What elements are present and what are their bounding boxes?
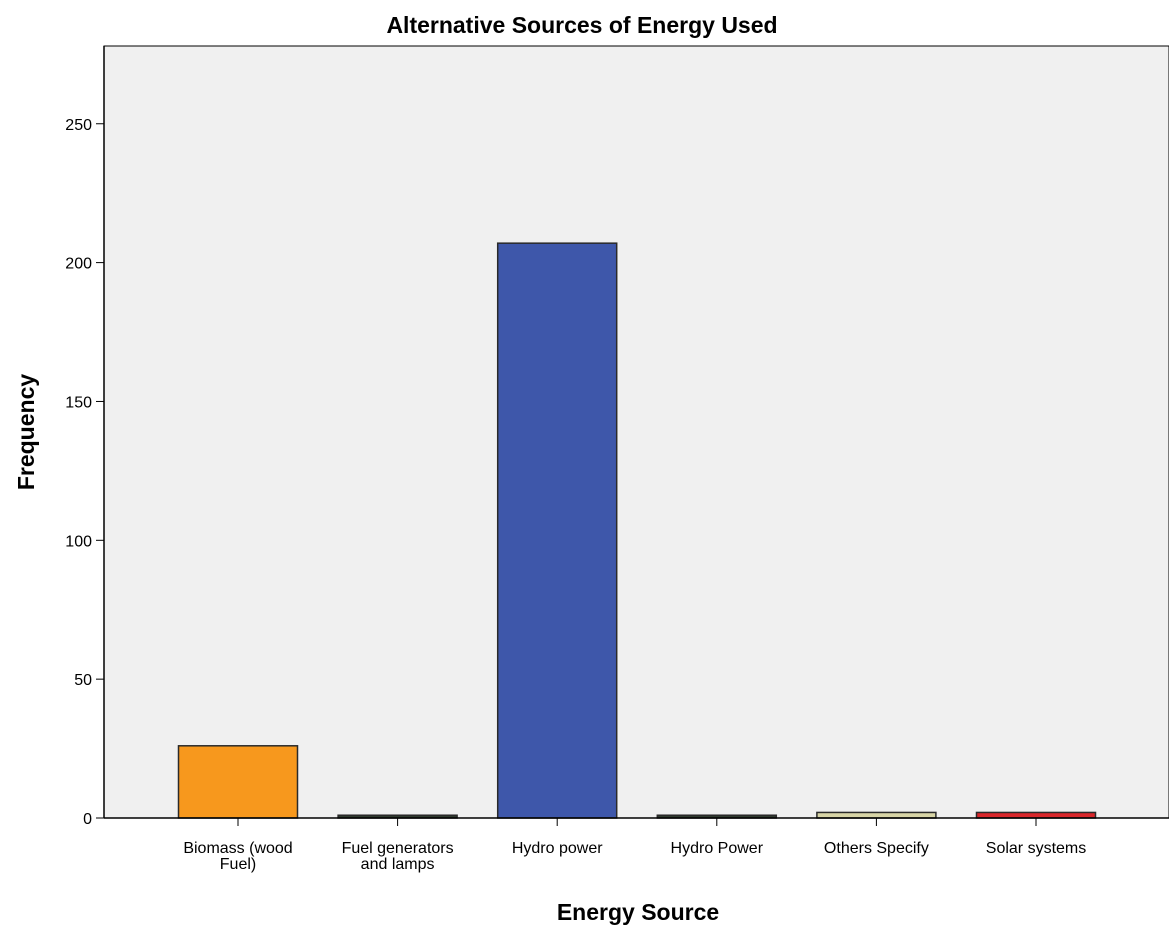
chart-title: Alternative Sources of Energy Used [386, 12, 777, 38]
y-axis-title: Frequency [13, 374, 39, 491]
y-tick-label: 100 [65, 533, 92, 550]
x-tick-label: Hydro Power [671, 840, 764, 857]
x-tick-labels: Biomass (wood Fuel) Fuel generators and lam… [183, 818, 1086, 873]
x-tick-label: Hydro power [512, 840, 603, 857]
x-tick-label-line: Hydro power [512, 840, 603, 857]
x-tick-label-line: Solar systems [986, 840, 1086, 857]
x-tick-label-line: Hydro Power [671, 840, 764, 857]
x-tick-label-line: Others Specify [824, 840, 929, 857]
x-tick-label: Solar systems [986, 840, 1086, 857]
y-tick-label: 0 [83, 811, 92, 828]
bars-group [177, 242, 1097, 819]
bar [975, 811, 1097, 819]
x-tick-label-line: Biomass (wood [183, 840, 292, 857]
plot-area [103, 45, 1169, 819]
x-tick-label-line: Fuel generators [342, 840, 454, 857]
y-tick-label: 150 [65, 394, 92, 411]
x-axis-title: Energy Source [557, 899, 719, 925]
bar [496, 242, 618, 819]
x-tick-label-line: Fuel) [220, 856, 256, 873]
x-tick-label: Fuel generators and lamps [342, 840, 454, 873]
y-tick-label: 250 [65, 117, 92, 134]
bar [177, 745, 299, 819]
bar [816, 811, 937, 819]
y-tick-label: 50 [74, 672, 92, 689]
x-tick-label-line: and lamps [361, 856, 435, 873]
y-tick-label: 200 [65, 256, 92, 273]
x-tick-label: Biomass (wood Fuel) [183, 840, 292, 873]
x-tick-label: Others Specify [824, 840, 929, 857]
y-ticks: 0 50 100 150 200 250 [65, 117, 104, 828]
